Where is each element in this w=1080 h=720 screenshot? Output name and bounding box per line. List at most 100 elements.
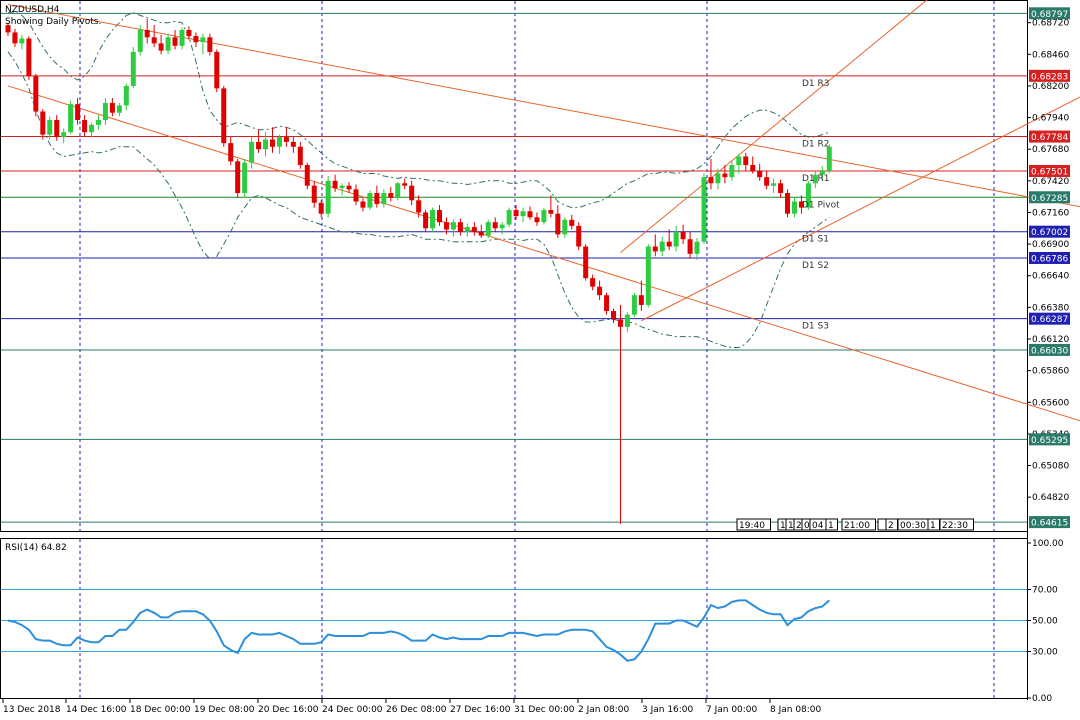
candle — [123, 83, 129, 111]
trendline — [641, 96, 1080, 322]
main-pane[interactable] — [0, 0, 1028, 532]
candle — [332, 174, 338, 192]
price-tag-box — [1029, 433, 1070, 446]
candle — [492, 217, 498, 232]
candle-body — [263, 139, 269, 150]
price-tag-label: 0.66287 — [1031, 315, 1068, 325]
candle-body — [346, 185, 352, 190]
price-tick-label: 0.64820 — [1032, 493, 1069, 503]
candle-body — [304, 165, 310, 186]
time-axis-label: 26 Dec 08:00 — [386, 705, 447, 715]
time-marker: 00:30 — [897, 518, 932, 531]
time-axis-label: 18 Dec 00:00 — [130, 705, 191, 715]
pivot-label: D1 S1 — [802, 235, 829, 245]
candle — [631, 292, 637, 318]
time-marker-label: 0 — [804, 521, 810, 531]
candle-body — [534, 217, 540, 223]
candle-body — [527, 211, 533, 218]
candle — [144, 19, 150, 44]
time-marker-box — [939, 518, 974, 531]
pivot-label: D1 R1 — [802, 174, 830, 184]
time-axis-label: 7 Jan 00:00 — [706, 705, 758, 715]
candle — [826, 144, 832, 174]
time-marker-label: 1 — [930, 521, 936, 531]
price-tag: 0.67501 — [1029, 164, 1070, 178]
price-tag: 0.66030 — [1029, 343, 1070, 356]
price-tag-box — [1029, 7, 1070, 20]
candle-body — [673, 231, 679, 247]
candle — [82, 115, 88, 138]
price-tag-box — [1029, 130, 1070, 143]
candle — [604, 292, 610, 315]
candle-body — [367, 193, 373, 208]
price-tag-label: 0.67002 — [1031, 228, 1068, 238]
candle — [388, 186, 394, 202]
candle — [179, 27, 185, 50]
candle — [40, 109, 46, 140]
price-tag-box — [1029, 191, 1070, 204]
candle — [276, 134, 282, 155]
price-tag-box — [1029, 343, 1070, 356]
candle — [263, 132, 269, 157]
candle — [708, 158, 714, 190]
candle-body — [249, 141, 255, 163]
price-tag-label: 0.68797 — [1031, 10, 1068, 20]
rsi-pane[interactable] — [0, 538, 1028, 699]
candle — [485, 219, 491, 239]
candle-body — [541, 210, 547, 223]
candle — [576, 222, 582, 251]
time-axis-label: 14 Dec 16:00 — [66, 705, 127, 715]
candle-body — [492, 222, 498, 229]
candle-body — [19, 38, 25, 44]
candle — [701, 173, 707, 245]
time-marker-label: 22:30 — [942, 521, 968, 531]
candle — [562, 217, 568, 239]
candle — [165, 33, 171, 55]
candle-body — [297, 146, 303, 166]
price-tag-box — [1029, 225, 1070, 238]
candle-body — [513, 210, 519, 217]
price-tag: 0.65295 — [1029, 433, 1070, 446]
candle — [457, 218, 463, 236]
candle-body — [785, 193, 791, 214]
candle — [109, 98, 115, 117]
trendline — [620, 0, 928, 254]
candle-body — [645, 246, 651, 305]
candle-body — [666, 241, 672, 247]
price-tick-label: 0.66380 — [1032, 303, 1069, 313]
candle-body — [276, 137, 282, 147]
candle-body — [179, 29, 185, 46]
candle — [583, 244, 589, 281]
candle-body — [569, 219, 575, 226]
candle — [437, 205, 443, 226]
chart-title: NZDUSD,H4 — [5, 5, 60, 15]
pivot-label: D1 R3 — [802, 79, 830, 89]
candle-body — [228, 143, 234, 162]
candle — [506, 207, 512, 228]
price-tag: 0.66786 — [1029, 251, 1070, 265]
time-markers: 19:40 1 1 2 0 04 1 21:00 2 00:30 1 22:30 — [736, 518, 974, 531]
price-tag-box — [1029, 164, 1070, 177]
candle — [416, 195, 422, 218]
candle — [249, 137, 255, 169]
candle-body — [736, 156, 742, 166]
candle — [687, 231, 693, 259]
candle-body — [339, 185, 345, 189]
time-marker-label: 2 — [888, 521, 894, 531]
candle — [89, 122, 95, 138]
time-marker-label: 19:40 — [739, 521, 765, 531]
candle-body — [123, 85, 129, 106]
candle — [26, 36, 32, 80]
candle-body — [624, 314, 630, 327]
candle — [694, 238, 700, 260]
candle-body — [102, 102, 108, 121]
candle-body — [499, 224, 505, 229]
candle-body — [555, 213, 561, 235]
candle-body — [757, 171, 763, 178]
price-tag-label: 0.66786 — [1031, 255, 1068, 265]
candle — [130, 47, 136, 89]
candle-body — [694, 241, 700, 254]
price-tick-label: 0.66640 — [1032, 272, 1069, 282]
candle — [5, 22, 11, 37]
